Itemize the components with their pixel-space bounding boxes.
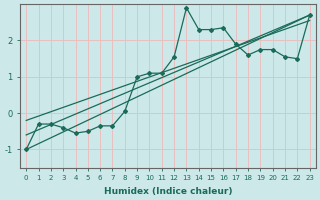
X-axis label: Humidex (Indice chaleur): Humidex (Indice chaleur) [104, 187, 232, 196]
